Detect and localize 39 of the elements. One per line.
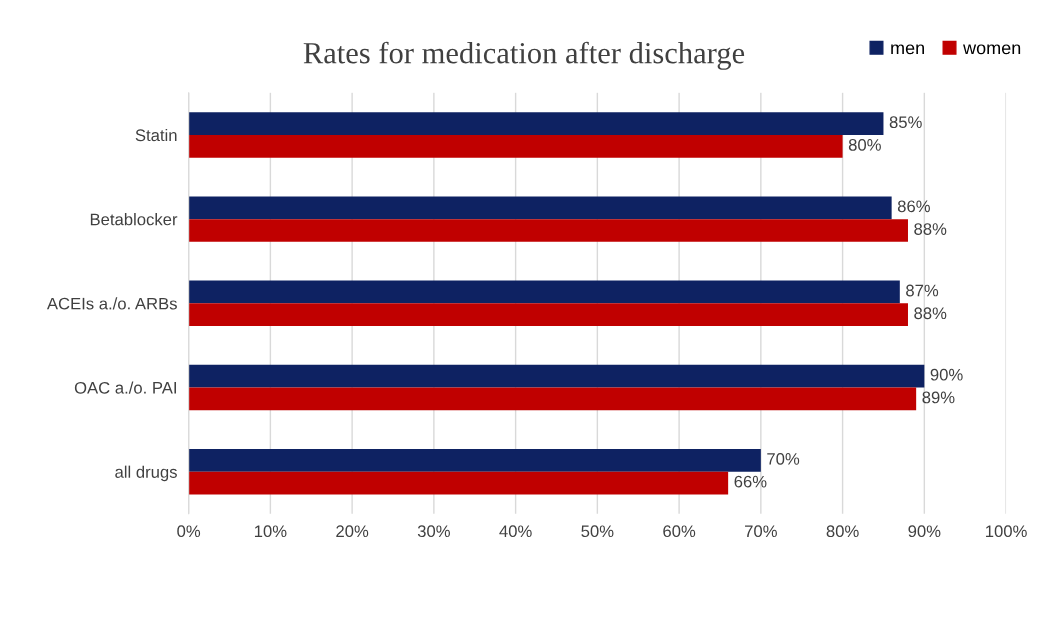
data-label: 86%	[897, 200, 930, 213]
y-tick-label: Betablocker	[90, 213, 178, 226]
data-label: 87%	[906, 284, 939, 297]
legend-label: men	[891, 44, 924, 55]
bar	[188, 471, 729, 495]
x-tick-label: 70%	[745, 525, 777, 538]
x-tick-label: 10%	[254, 525, 287, 538]
legend-label: women	[963, 44, 1021, 55]
bar	[188, 303, 908, 327]
x-tick-label: 80%	[826, 525, 859, 538]
data-label: 70%	[767, 452, 800, 465]
bar	[188, 387, 917, 411]
bar	[188, 219, 908, 242]
x-tick-label: 100%	[986, 525, 1027, 538]
x-tick-label: 40%	[499, 525, 532, 538]
x-tick-label: 60%	[663, 525, 696, 538]
bar	[188, 134, 843, 158]
data-label: 80%	[848, 138, 881, 151]
bar	[188, 196, 892, 220]
x-tick-label: 30%	[417, 525, 450, 538]
y-tick-label: Statin	[135, 128, 177, 142]
bar	[188, 280, 900, 304]
x-tick-label: 0%	[177, 525, 201, 538]
data-label: 85%	[889, 116, 922, 129]
y-tick-label: ACEIs a./o. ARBs	[46, 297, 177, 310]
bar	[188, 364, 925, 388]
bar	[188, 112, 884, 135]
y-tick-label: OAC a./o. PAI	[74, 381, 176, 394]
data-label: 90%	[930, 368, 963, 381]
chart-title: Rates for medication after discharge	[303, 41, 745, 70]
data-label: 66%	[734, 475, 767, 488]
y-tick-label: all drugs	[115, 465, 177, 482]
bar	[188, 448, 761, 472]
data-label: 88%	[914, 223, 947, 235]
data-label: 88%	[914, 307, 947, 320]
x-tick-label: 90%	[908, 525, 941, 538]
data-label: 89%	[922, 391, 955, 404]
x-tick-label: 50%	[581, 525, 614, 538]
x-tick-label: 20%	[336, 525, 369, 538]
